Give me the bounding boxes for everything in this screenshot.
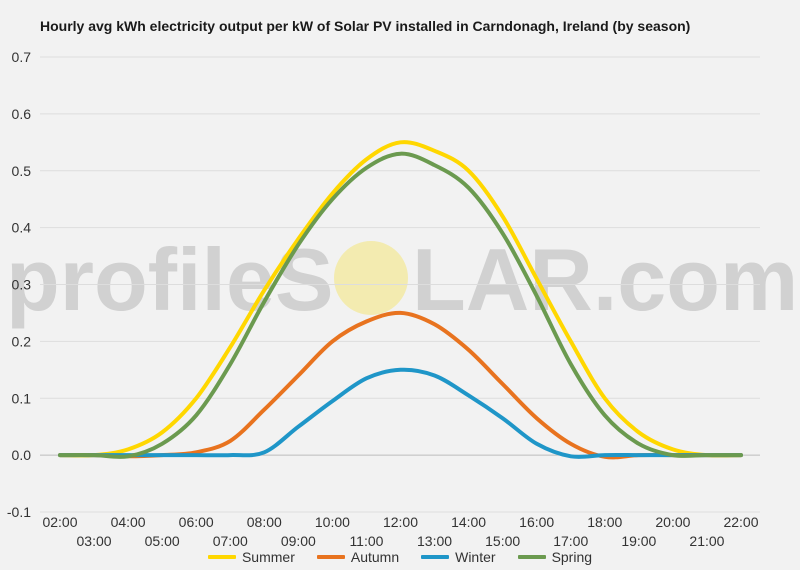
watermark-left-text: profileS bbox=[6, 230, 334, 329]
legend-label: Spring bbox=[551, 549, 593, 565]
y-tick-label: 0.1 bbox=[12, 390, 32, 406]
series-line-spring bbox=[58, 151, 743, 459]
x-tick-label: 04:00 bbox=[111, 514, 146, 530]
legend-swatch bbox=[316, 555, 345, 559]
x-tick-label: 16:00 bbox=[519, 514, 554, 530]
x-tick-label: 19:00 bbox=[621, 533, 656, 549]
y-tick-label: 0.3 bbox=[12, 277, 32, 293]
chart-title: Hourly avg kWh electricity output per kW… bbox=[40, 18, 691, 34]
x-tick-label: 13:00 bbox=[417, 533, 452, 549]
legend-item-spring: Spring bbox=[517, 549, 593, 565]
legend-label: Winter bbox=[455, 549, 496, 565]
x-tick-label: 02:00 bbox=[42, 514, 77, 530]
legend: Summer Autumn Winter Spring bbox=[0, 549, 800, 565]
watermark-sun bbox=[334, 241, 408, 315]
legend-label: Autumn bbox=[350, 549, 400, 565]
y-tick-label: 0.5 bbox=[12, 163, 32, 179]
legend-swatch bbox=[421, 555, 450, 559]
watermark-right-text: LAR.com bbox=[412, 230, 798, 329]
legend-item-autumn: Autumn bbox=[316, 549, 400, 565]
x-tick-label: 11:00 bbox=[349, 533, 383, 549]
legend-item-summer: Summer bbox=[207, 549, 295, 565]
x-tick-label: 21:00 bbox=[689, 533, 724, 549]
x-tick-label: 20:00 bbox=[655, 514, 690, 530]
x-tick-label: 12:00 bbox=[383, 514, 418, 530]
x-tick-label: 22:00 bbox=[723, 514, 758, 530]
x-tick-label: 03:00 bbox=[77, 533, 112, 549]
series-line-winter bbox=[58, 367, 743, 459]
y-tick-label: 0.6 bbox=[12, 106, 32, 122]
gridlines bbox=[40, 56, 760, 513]
watermark: profileS LAR.com bbox=[6, 230, 798, 329]
legend-item-winter: Winter bbox=[421, 549, 496, 565]
series-line-summer bbox=[58, 140, 743, 458]
legend-label: Summer bbox=[241, 549, 295, 565]
x-tick-label: 07:00 bbox=[213, 533, 248, 549]
y-tick-label: 0.4 bbox=[12, 220, 32, 236]
y-tick-label: 0.2 bbox=[12, 333, 32, 349]
x-tick-label: 17:00 bbox=[553, 533, 588, 549]
y-tick-label: 0.0 bbox=[12, 447, 32, 463]
series-lines bbox=[58, 140, 743, 460]
series-line-autumn bbox=[58, 310, 743, 460]
x-tick-label: 18:00 bbox=[587, 514, 622, 530]
x-tick-label: 08:00 bbox=[247, 514, 282, 530]
y-axis-ticks: -0.1 0.0 0.1 0.2 0.3 0.4 0.5 0.6 0.7 bbox=[7, 49, 31, 520]
y-tick-label: 0.7 bbox=[12, 49, 32, 65]
y-tick-label: -0.1 bbox=[7, 504, 31, 520]
x-tick-label: 06:00 bbox=[179, 514, 214, 530]
x-tick-label: 10:00 bbox=[315, 514, 350, 530]
legend-swatch bbox=[207, 555, 236, 559]
x-tick-label: 09:00 bbox=[281, 533, 316, 549]
x-tick-label: 14:00 bbox=[451, 514, 486, 530]
x-tick-label: 15:00 bbox=[485, 533, 520, 549]
x-tick-label: 05:00 bbox=[145, 533, 180, 549]
legend-swatch bbox=[517, 555, 546, 559]
